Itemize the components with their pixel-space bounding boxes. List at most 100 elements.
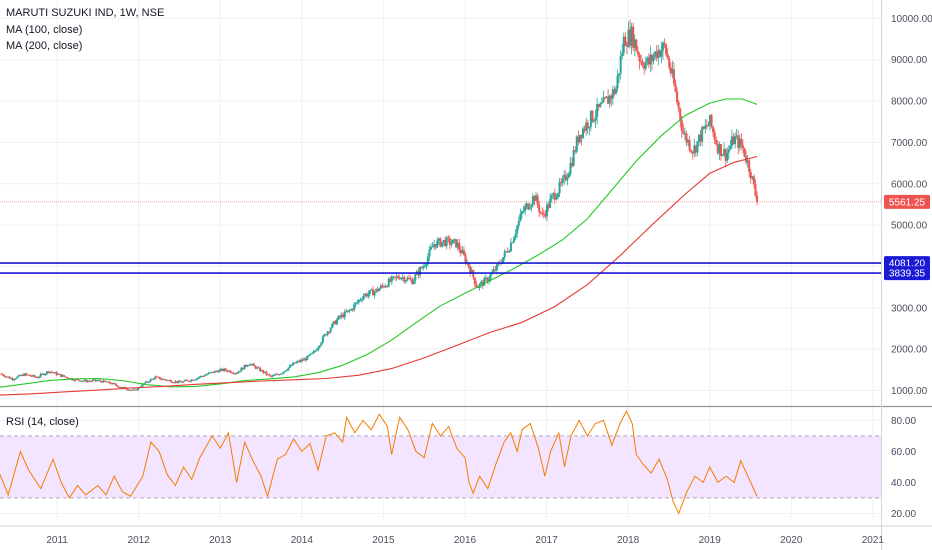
candle-body — [514, 233, 517, 238]
candle-body — [660, 50, 663, 57]
candle-body — [453, 239, 456, 241]
candle-body — [339, 315, 342, 318]
candle-body — [666, 54, 669, 59]
candle-body — [119, 386, 122, 388]
candle-body — [64, 376, 67, 378]
candle-body — [193, 379, 196, 381]
price-axis-label: 3000.00 — [891, 303, 928, 314]
candle-body — [705, 125, 708, 127]
candle-body — [52, 372, 55, 374]
candle-body — [246, 365, 249, 367]
rsi-axis-label: 80.00 — [891, 416, 916, 427]
candle-body — [174, 381, 177, 383]
candle-body — [483, 277, 486, 286]
ma200-legend[interactable]: MA (200, close) — [6, 40, 83, 52]
candle-body — [331, 323, 334, 329]
candle-body — [588, 126, 591, 129]
rsi-band — [0, 435, 881, 498]
candle-body — [406, 277, 409, 281]
candle-body — [125, 388, 128, 390]
candle-body — [372, 289, 375, 296]
candle-body — [179, 380, 182, 382]
candle-body — [144, 381, 147, 384]
candle-body — [533, 196, 536, 201]
candle-body — [580, 134, 583, 138]
candle-body — [538, 204, 541, 212]
candle-body — [240, 367, 243, 372]
candle-body — [608, 95, 611, 104]
candle-body — [172, 382, 175, 384]
candle-body — [734, 136, 737, 145]
candle-body — [44, 373, 47, 376]
candle-body — [611, 89, 614, 99]
candle-body — [683, 133, 686, 135]
horizontal-levels[interactable] — [0, 262, 881, 274]
candle-body — [727, 149, 730, 153]
candle-body — [185, 380, 188, 382]
time-axis-label: 2021 — [862, 535, 885, 546]
time-axis[interactable]: 2011 2012 2013 2014 2015 2016 2017 2018 2019 2020… — [46, 535, 884, 546]
candle-body — [699, 134, 702, 142]
candle-body — [252, 363, 255, 366]
candle-body — [17, 375, 20, 377]
candle-body — [470, 270, 473, 274]
candle-body — [439, 238, 442, 247]
candle-body — [751, 176, 754, 179]
candle-body — [312, 351, 315, 353]
candle-body — [5, 376, 8, 378]
candle-body — [756, 195, 759, 202]
candle-body — [430, 247, 433, 250]
candle-body — [36, 377, 39, 379]
ma100-legend[interactable]: MA (100, close) — [6, 24, 83, 36]
candle-body — [61, 375, 64, 377]
symbol-title[interactable]: MARUTI SUZUKI IND, 1W, NSE — [6, 7, 165, 19]
candle-body — [329, 328, 332, 332]
candle-body — [129, 389, 132, 391]
candle-body — [419, 267, 422, 276]
candle-body — [147, 381, 150, 383]
candle-body — [622, 36, 625, 53]
candle-body — [545, 204, 548, 217]
candle-body — [530, 204, 533, 208]
candle-body — [102, 380, 105, 383]
candle-body — [522, 211, 525, 213]
candle-body — [16, 376, 19, 379]
candle-body — [552, 193, 555, 196]
candle-body — [292, 362, 295, 366]
candle-body — [183, 380, 186, 382]
candle-body — [737, 135, 740, 148]
candle-body — [696, 141, 699, 153]
candle-body — [480, 281, 483, 284]
candle-body — [58, 373, 61, 375]
candle-body — [607, 96, 610, 104]
candle-body — [618, 73, 621, 76]
candle-body — [28, 374, 31, 376]
candle-body — [78, 380, 81, 382]
candle-body — [365, 293, 368, 297]
candle-body — [8, 376, 11, 379]
candle-body — [597, 103, 600, 108]
candle-body — [715, 140, 718, 145]
candle-body — [425, 264, 428, 267]
candle-body — [257, 367, 260, 369]
candle-body — [310, 352, 313, 354]
candle-body — [610, 95, 613, 99]
candle-body — [691, 151, 694, 154]
candle-body — [688, 140, 691, 151]
candle-body — [227, 370, 230, 372]
candle-body — [281, 373, 284, 375]
candle-body — [375, 288, 378, 292]
candle-body — [440, 242, 443, 247]
candle-body — [309, 353, 312, 356]
candle-body — [423, 266, 426, 268]
candle-body — [431, 246, 434, 248]
candle-body — [411, 279, 414, 285]
rsi-axis-label: 60.00 — [891, 447, 916, 458]
candle-body — [213, 370, 216, 373]
candle-body — [582, 128, 585, 138]
candle-body — [199, 375, 202, 378]
rsi-axis[interactable]: 20.00 40.00 60.00 80.00 — [891, 416, 916, 520]
candle-body — [373, 291, 376, 296]
rsi-legend[interactable]: RSI (14, close) — [6, 416, 79, 428]
